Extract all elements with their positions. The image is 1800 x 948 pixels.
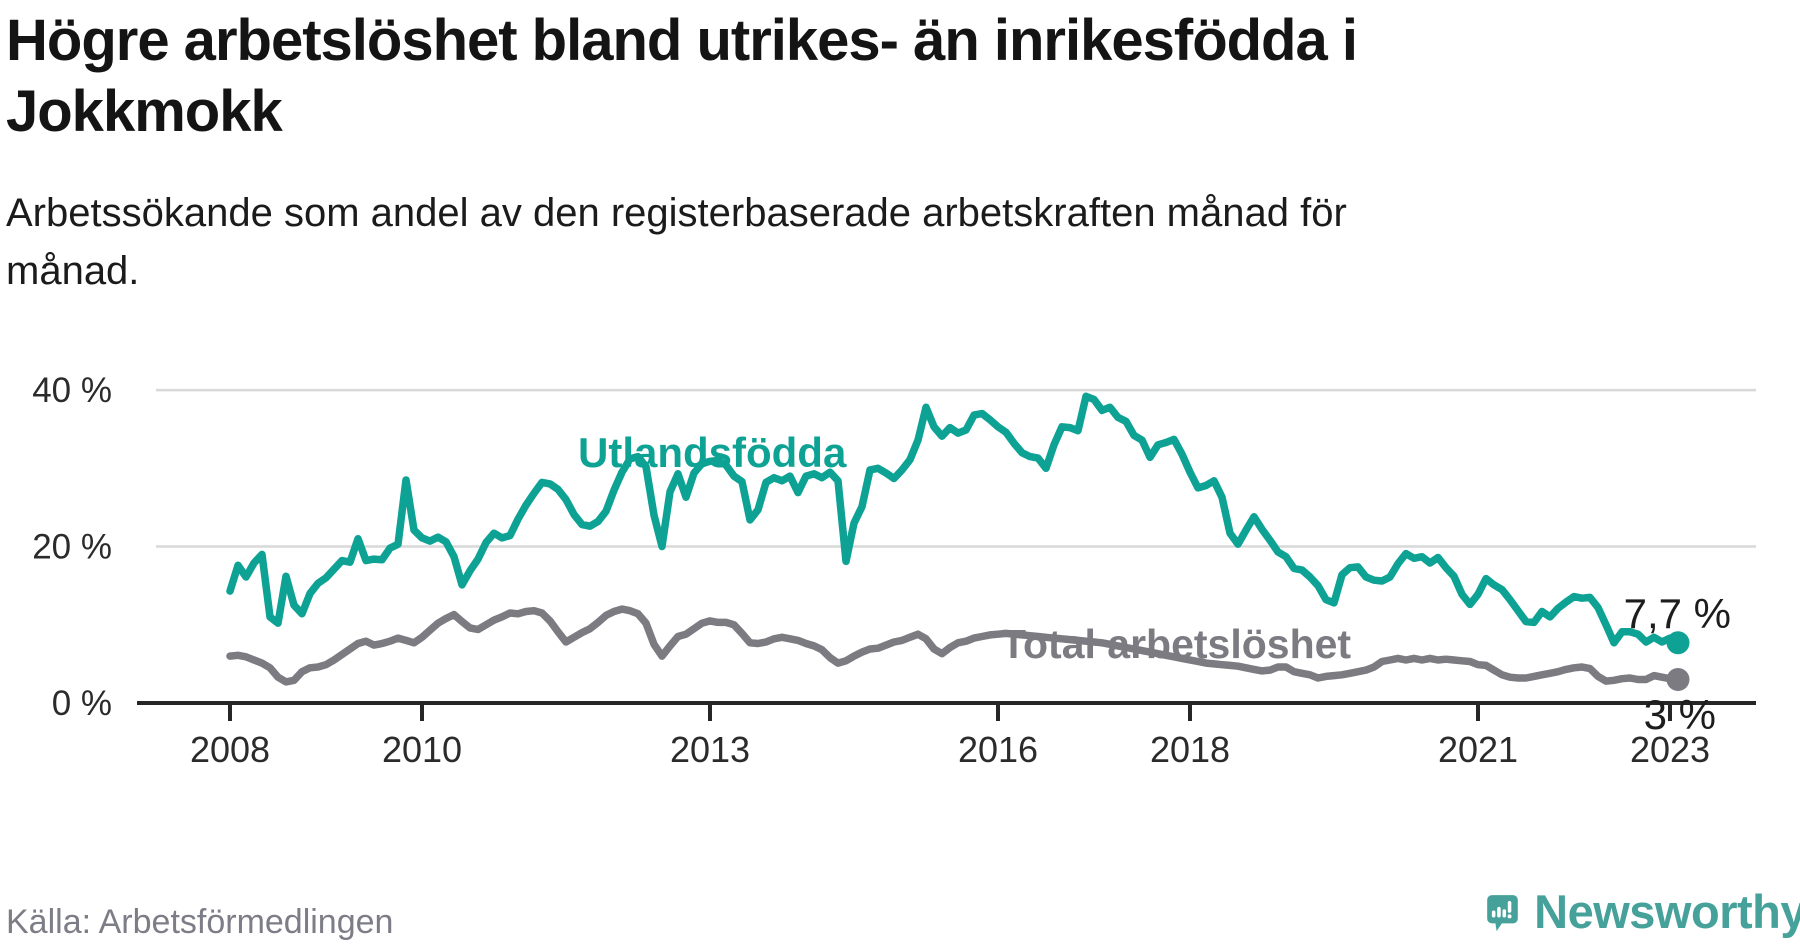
x-tick-label-2018: 2018 — [1150, 729, 1230, 770]
total-unemployment-line — [226, 605, 1682, 686]
foreign-born-end-value: 7,7 % — [1624, 590, 1731, 637]
x-tick-label-2023: 2023 — [1630, 729, 1710, 770]
total-end-value: 3 % — [1644, 691, 1716, 738]
subtitle-line-2: månad. — [6, 249, 140, 293]
page-title: Högre arbetslöshet bland utrikes- än inr… — [6, 6, 1726, 148]
chart-subtitle: Arbetssökande som andel av den registerb… — [6, 184, 1506, 300]
x-tick-label-2013: 2013 — [670, 729, 750, 770]
newsworthy-wordmark: Newsworthy — [1534, 884, 1800, 938]
y-tick-label-40: 40 % — [32, 371, 112, 410]
newsworthy-logo: Newsworthy — [1486, 880, 1800, 948]
total-end-dot — [1666, 668, 1690, 692]
source-credit: Källa: Arbetsförmedlingen — [6, 903, 394, 941]
x-tick-label-2016: 2016 — [958, 729, 1038, 770]
newsworthy-logo-icon — [1487, 895, 1518, 932]
x-tick-label-2008: 2008 — [190, 729, 270, 770]
foreign-born-line — [226, 392, 1682, 647]
subtitle-line-1: Arbetssökande som andel av den registerb… — [6, 191, 1347, 235]
y-tick-label-20: 20 % — [32, 528, 112, 567]
x-tick-label-2021: 2021 — [1438, 729, 1518, 770]
foreign-born-end-dot — [1666, 631, 1690, 655]
title-line-1: Högre arbetslöshet bland utrikes- än inr… — [6, 8, 1358, 73]
foreign-born-series-label: Utlandsfödda — [578, 429, 847, 476]
title-line-2: Jokkmokk — [6, 78, 283, 144]
x-tick-label-2010: 2010 — [382, 729, 462, 770]
y-tick-label-0: 0 % — [52, 684, 112, 723]
total-series-label: Total arbetslöshet — [1001, 621, 1351, 667]
